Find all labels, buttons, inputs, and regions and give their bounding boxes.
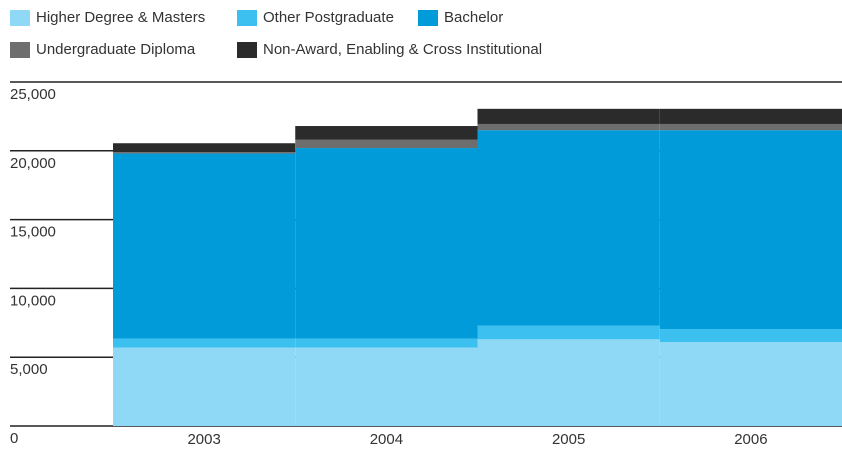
y-tick-label: 10,000 [10, 292, 56, 309]
y-tick-label: 15,000 [10, 224, 56, 241]
bar-segment [295, 148, 478, 339]
bar-segment [113, 152, 296, 154]
bar-segment [113, 338, 296, 348]
legend-label: Bachelor [444, 9, 503, 26]
legend-swatch [10, 10, 30, 26]
y-tick-label: 25,000 [10, 86, 56, 103]
legend-label: Other Postgraduate [263, 9, 394, 26]
x-tick-label: 2005 [552, 431, 585, 448]
x-tick-label: 2003 [187, 431, 220, 448]
legend-swatch [10, 42, 30, 58]
x-tick-label: 2004 [370, 431, 403, 448]
bar-segment [659, 130, 842, 329]
bar-segment [477, 130, 660, 326]
bar-segment [477, 325, 660, 340]
legend-label: Undergraduate Diploma [36, 41, 196, 58]
legend-swatch [237, 42, 257, 58]
bar-segment [113, 153, 296, 339]
y-tick-label: 20,000 [10, 155, 56, 172]
bar-segment [659, 328, 842, 343]
legend-label: Non-Award, Enabling & Cross Institutiona… [263, 41, 542, 58]
legend-swatch [237, 10, 257, 26]
bar-segment [113, 143, 296, 153]
bar-segment [659, 123, 842, 131]
bar-segment [477, 108, 660, 124]
bar-segment [295, 347, 478, 426]
bar-segment [295, 139, 478, 149]
legend-swatch [418, 10, 438, 26]
x-tick-label: 2006 [734, 431, 767, 448]
y-tick-label: 0 [10, 430, 18, 447]
y-tick-label: 5,000 [10, 361, 48, 378]
bar-segment [659, 342, 842, 426]
bar-segment [113, 347, 296, 426]
bar-segment [477, 339, 660, 426]
legend-label: Higher Degree & Masters [36, 9, 205, 26]
bar-segment [477, 123, 660, 131]
bar-segment [295, 338, 478, 348]
bar-segment [659, 108, 842, 124]
bar-segment [295, 126, 478, 140]
